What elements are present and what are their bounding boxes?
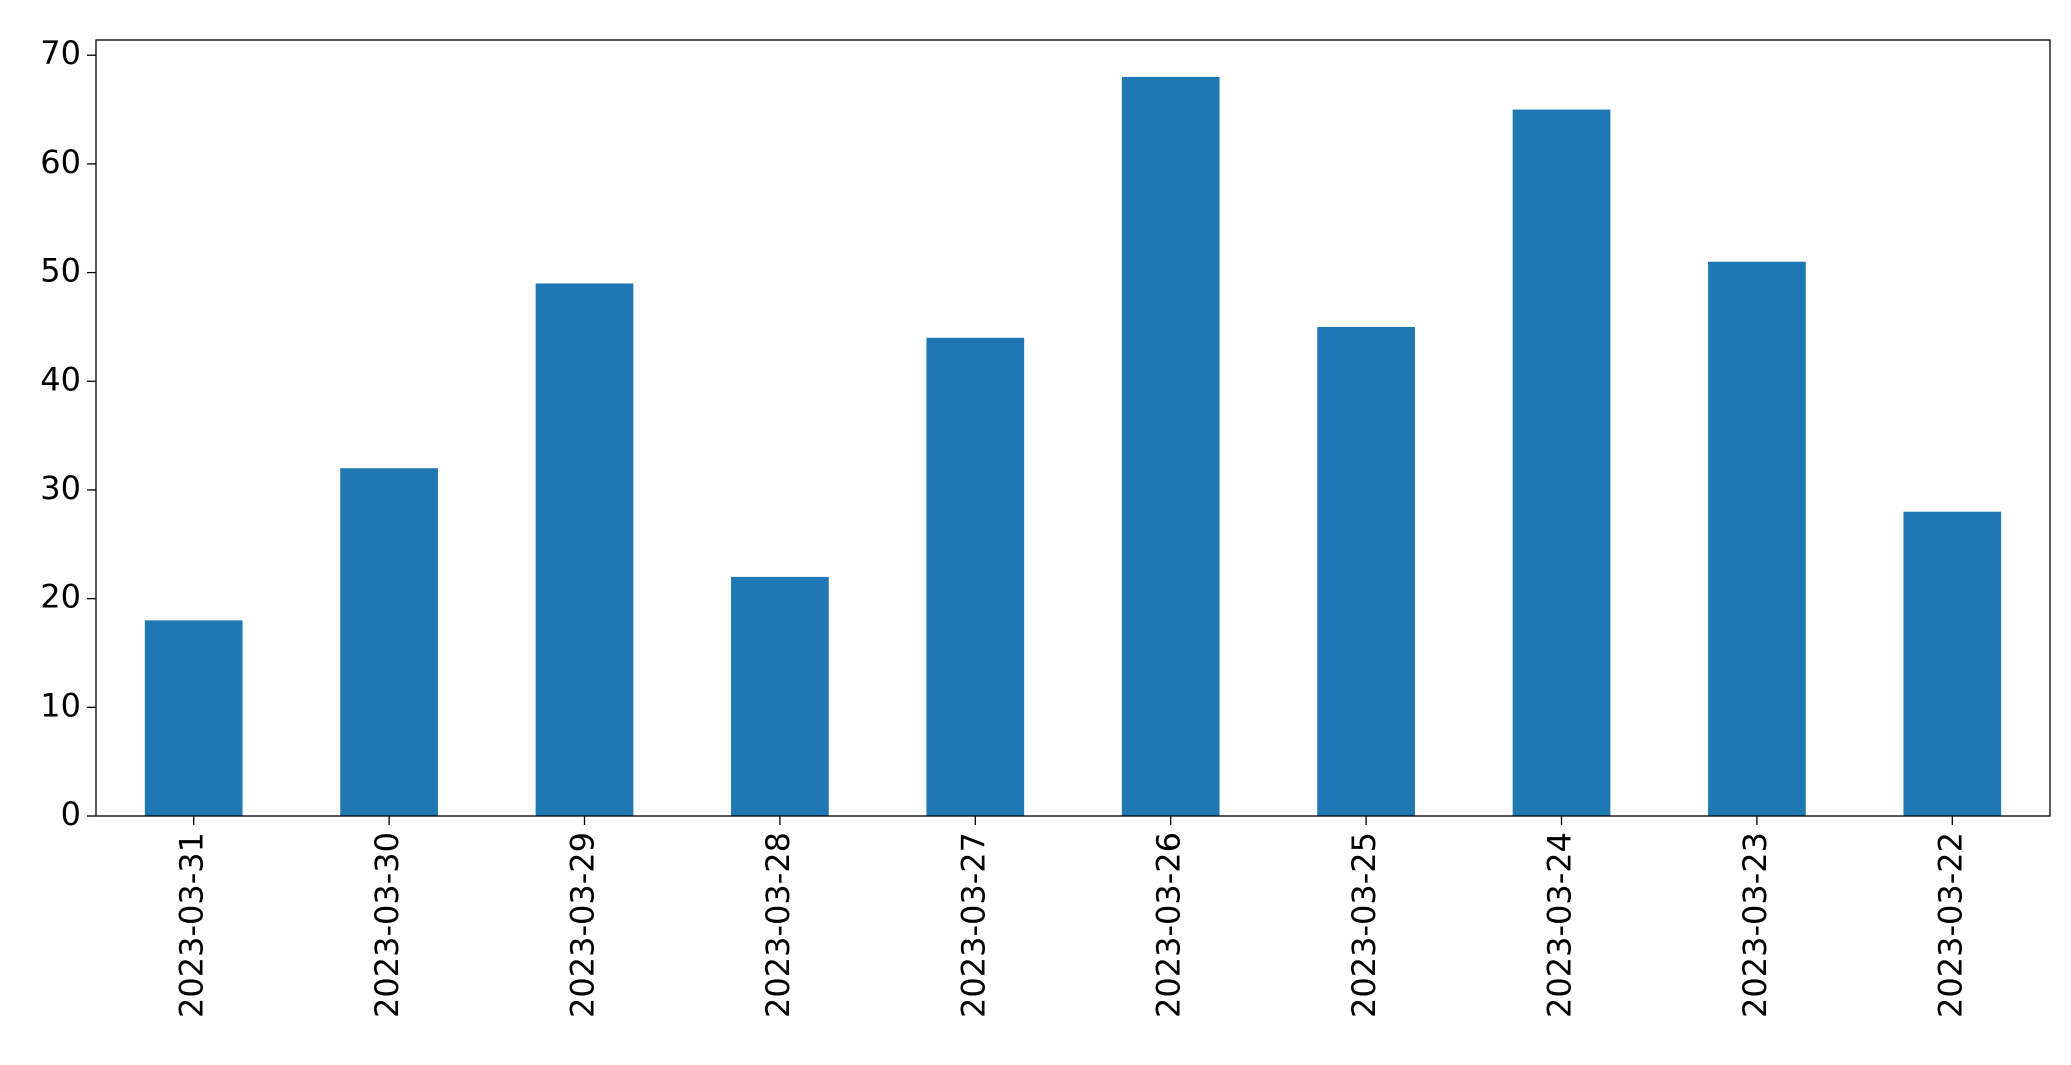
x-tick-label: 2023-03-31 xyxy=(173,832,211,1018)
y-tick-label: 40 xyxy=(40,360,81,398)
bar xyxy=(340,468,438,816)
y-tick-label: 60 xyxy=(40,143,81,181)
bar xyxy=(144,620,243,816)
x-tick-label: 2023-03-22 xyxy=(1931,832,1969,1018)
bar xyxy=(1317,326,1415,816)
y-tick-label: 10 xyxy=(40,686,81,724)
x-tick-label: 2023-03-29 xyxy=(564,832,602,1018)
bar xyxy=(1512,109,1611,816)
y-tick-label: 50 xyxy=(40,252,81,290)
x-tick-label: 2023-03-25 xyxy=(1345,832,1383,1018)
bar xyxy=(731,576,829,816)
axes-frame xyxy=(95,39,2051,817)
bar xyxy=(1708,261,1806,816)
y-tick-label: 70 xyxy=(40,34,81,72)
bar xyxy=(1903,511,2002,816)
bar xyxy=(926,337,1025,816)
y-tick-label: 0 xyxy=(61,795,81,833)
bar xyxy=(1121,76,1220,816)
x-tick-label: 2023-03-23 xyxy=(1736,832,1774,1018)
y-tick-label: 20 xyxy=(40,578,81,616)
x-tick-label: 2023-03-26 xyxy=(1150,832,1188,1018)
plot-area xyxy=(144,76,2002,816)
x-tick-label: 2023-03-30 xyxy=(368,832,406,1018)
x-tick-label: 2023-03-24 xyxy=(1541,832,1579,1018)
bar xyxy=(535,283,634,816)
x-tick-label: 2023-03-28 xyxy=(759,832,797,1018)
x-tick-label: 2023-03-27 xyxy=(954,832,992,1018)
y-tick-label: 30 xyxy=(40,469,81,507)
